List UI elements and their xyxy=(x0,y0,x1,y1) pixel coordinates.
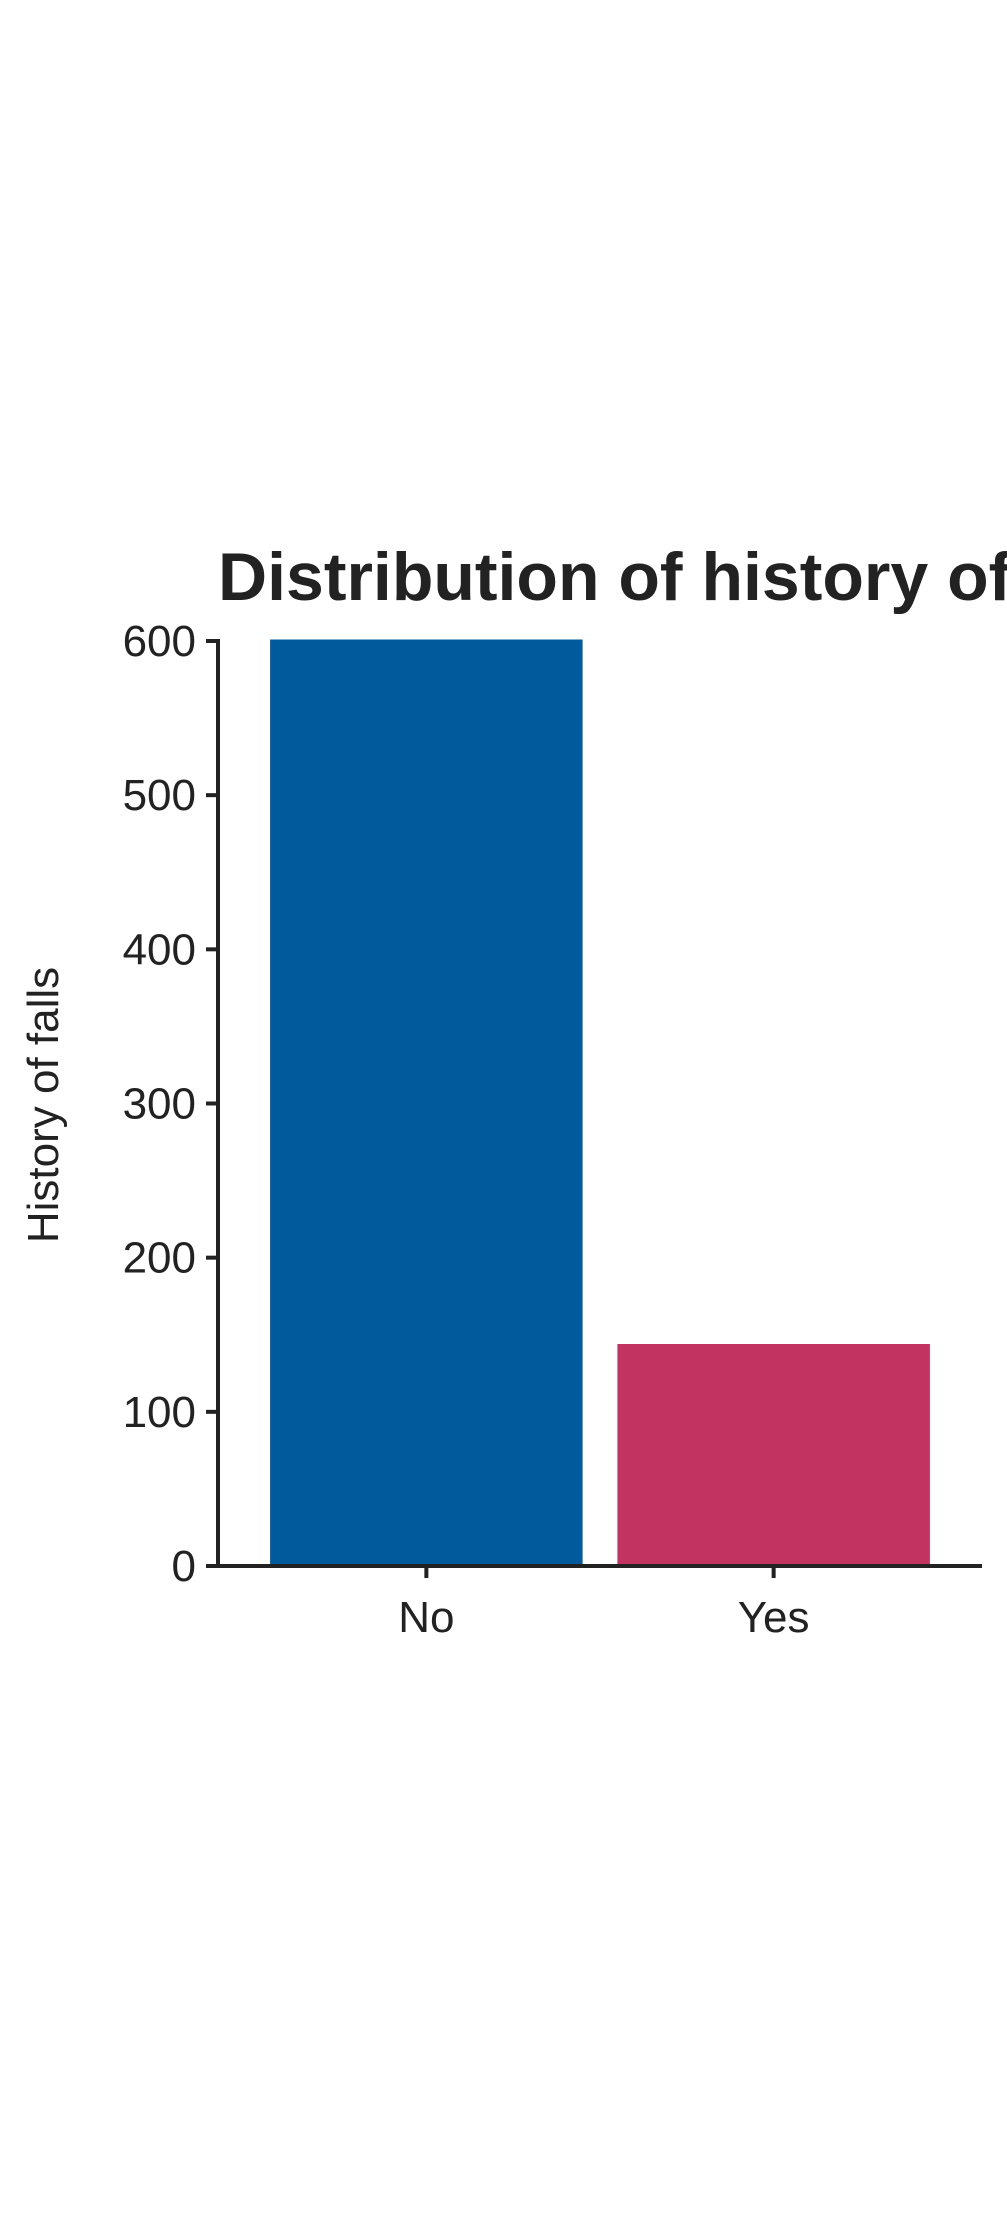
y-tick-label: 400 xyxy=(123,925,196,974)
bars-group xyxy=(270,639,930,1566)
y-tick-label: 600 xyxy=(123,617,196,666)
x-tick-label: No xyxy=(398,1593,454,1642)
y-tick-label: 200 xyxy=(123,1234,196,1283)
bar-no xyxy=(270,639,583,1566)
y-tick-label: 300 xyxy=(123,1080,196,1129)
y-tick-label: 100 xyxy=(123,1388,196,1437)
y-axis-label: History of falls xyxy=(19,967,68,1243)
x-tick-label: Yes xyxy=(738,1593,810,1642)
bar-yes xyxy=(617,1344,930,1566)
chart-title: Distribution of history of falls xyxy=(218,539,1007,615)
y-axis: 0 100 200 300 400 500 600 xyxy=(123,617,220,1591)
y-tick-label: 0 xyxy=(172,1542,196,1591)
x-axis: No Yes xyxy=(206,1564,982,1642)
y-tick-label: 500 xyxy=(123,771,196,820)
